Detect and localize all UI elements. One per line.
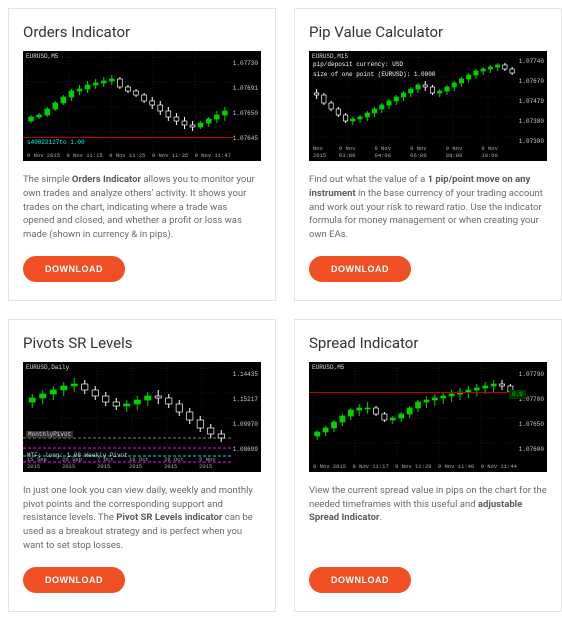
y-tick: 1.07645 (232, 135, 259, 142)
x-tick: 9 Nov 11:35 (152, 152, 188, 159)
x-axis: Nov 20159 Nov 03:009 Nov 04:009 Nov 06:0… (313, 145, 517, 159)
y-tick: 1.07300 (518, 138, 545, 145)
desc-bold: Orders Indicator (72, 174, 141, 185)
chart-annotation: 0.9 (509, 390, 526, 399)
x-tick: 9 Nov 2015 (27, 152, 60, 159)
chart-symbol: EURUSD,M15 (312, 53, 348, 60)
x-tick: 9 Nov 11:47 (195, 152, 231, 159)
card-pip: Pip Value CalculatorEURUSD,M151.077401.0… (294, 8, 562, 301)
y-tick: 1.07790 (518, 371, 545, 378)
x-tick: Nov 2015 (313, 145, 339, 159)
card-title: Spread Indicator (309, 334, 547, 352)
download-button[interactable]: DOWNLOAD (23, 256, 125, 282)
card-spread: Spread IndicatorEURUSD,M51.077901.077001… (294, 319, 562, 612)
chart-thumbnail[interactable]: EURUSD,M151.077401.076701.074791.073801.… (309, 51, 547, 161)
y-tick: 1.07479 (518, 98, 545, 105)
x-tick: 9 Nov 11:25 (109, 152, 145, 159)
chart-annotation: MTF; long: 1.08 Weekly Pivot (27, 452, 128, 459)
card-pivots: Pivots SR Levels EURUSD,Daily 1.14435 1.152… (8, 319, 276, 612)
x-tick: 19 Oct 2015 (129, 456, 164, 470)
chart-thumbnail[interactable]: EURUSD,M5 1.07730 1.07691 1.07650 1.07645 9 N… (23, 51, 261, 161)
card-description: Find out what the value of a 1 pip/point… (309, 173, 547, 242)
chart-annotation: pip/deposit currency: USD (313, 61, 403, 68)
y-tick: 1.07650 (232, 110, 259, 117)
card-orders: Orders IndicatorEURUSD,M51.077301.076911… (8, 8, 276, 301)
x-tick: 9 Nov 11:40 (438, 463, 474, 470)
x-tick: 9 Nov 2015 (313, 463, 346, 470)
download-button[interactable]: DOWNLOAD (309, 567, 411, 593)
desc-bold: Pivot SR Levels indicator (116, 512, 222, 523)
chart-annotation: s40022127to 1.00 (27, 139, 85, 146)
x-tick: 9 Nov 10:00 (481, 145, 517, 159)
desc-text: Find out what the value of a (309, 174, 428, 185)
x-tick: 9 Nov 04:00 (375, 145, 411, 159)
chart-annotation: size of one point (EURUSD): 1.0000 (313, 71, 435, 78)
chart-thumbnail[interactable]: EURUSD,Daily 1.14435 1.15217 1.09970 1.08699… (23, 362, 261, 472)
y-tick: 1.08699 (232, 446, 259, 453)
y-tick: 1.15217 (232, 396, 259, 403)
y-tick: 1.07670 (518, 78, 545, 85)
y-axis: 1.07740 1.07670 1.07479 1.07380 1.07300 (518, 51, 545, 151)
y-tick: 1.07740 (518, 58, 545, 65)
chart-thumbnail[interactable]: EURUSD,M51.077901.077001.076501.076009 N… (309, 362, 547, 472)
pivot-label: MonthlyPivot (26, 431, 73, 438)
desc-text: . (379, 512, 382, 523)
chart-symbol: EURUSD,M5 (312, 364, 344, 371)
y-tick: 1.09970 (232, 421, 259, 428)
card-description: View the current spread value in pips on… (309, 484, 547, 553)
x-tick: 9 Nov 08:00 (446, 145, 482, 159)
price-line (309, 392, 519, 393)
price-line (23, 137, 233, 138)
download-button[interactable]: DOWNLOAD (309, 256, 411, 282)
y-tick: 1.07380 (518, 118, 545, 125)
y-tick: 1.14435 (232, 371, 259, 378)
chart-symbol: EURUSD,M5 (26, 53, 58, 60)
y-tick: 1.07600 (518, 446, 545, 453)
card-description: The simple Orders Indicator allows you t… (23, 173, 261, 242)
y-axis: 1.07730 1.07691 1.07650 1.07645 (232, 51, 259, 151)
card-title: Pip Value Calculator (309, 23, 547, 41)
x-tick: 26 Oct 2015 (164, 456, 199, 470)
x-tick: 9 Nov 11:44 (481, 463, 517, 470)
x-tick: 9 Nov 06:00 (410, 145, 446, 159)
card-title: Pivots SR Levels (23, 334, 261, 352)
y-axis: 1.077901.077001.076501.07600 (518, 362, 545, 462)
y-tick: 1.07730 (232, 60, 259, 67)
card-description: In just one look you can view daily, wee… (23, 484, 261, 553)
x-tick: 9 Nov 11:17 (352, 463, 388, 470)
card-title: Orders Indicator (23, 23, 261, 41)
x-tick: 9 Nov 11:15 (66, 152, 102, 159)
x-tick: 6 Nov 2015 (199, 456, 231, 470)
y-axis: 1.14435 1.15217 1.09970 1.08699 (232, 362, 259, 462)
y-tick: 1.07650 (518, 421, 545, 428)
download-button[interactable]: DOWNLOAD (23, 567, 125, 593)
x-tick: 9 Nov 03:00 (339, 145, 375, 159)
x-axis: 9 Nov 2015 9 Nov 11:17 9 Nov 11:28 9 Nov 11… (313, 463, 517, 470)
x-tick: 9 Nov 11:28 (395, 463, 431, 470)
y-tick: 1.07691 (232, 85, 259, 92)
chart-symbol: EURUSD,Daily (26, 364, 69, 371)
x-axis: 9 Nov 2015 9 Nov 11:15 9 Nov 11:25 9 Nov 11… (27, 152, 231, 159)
desc-text: The simple (23, 174, 72, 185)
